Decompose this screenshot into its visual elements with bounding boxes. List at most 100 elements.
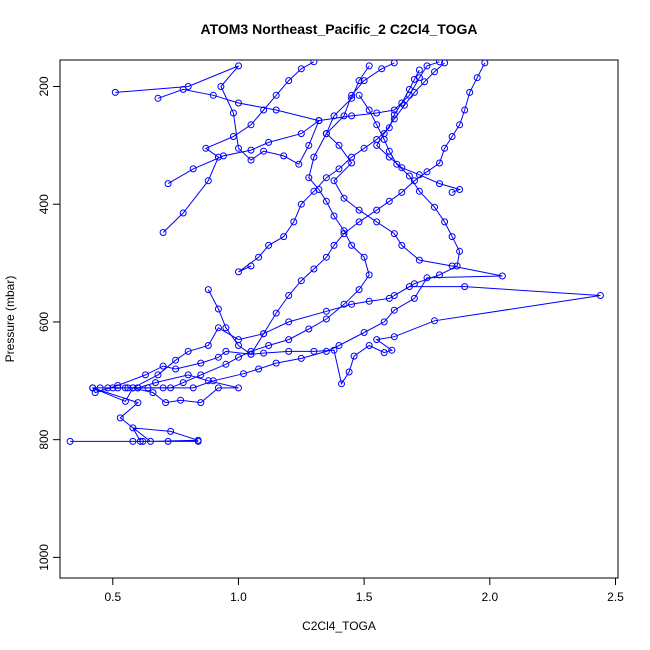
data-point bbox=[355, 218, 363, 226]
data-point bbox=[335, 165, 343, 173]
data-point bbox=[272, 359, 280, 367]
data-point bbox=[116, 414, 124, 422]
data-point bbox=[114, 384, 122, 392]
data-point bbox=[197, 359, 205, 367]
data-point bbox=[405, 85, 413, 93]
data-point bbox=[204, 177, 212, 185]
data-point bbox=[272, 309, 280, 317]
data-point bbox=[159, 362, 167, 370]
data-point bbox=[322, 197, 330, 205]
data-point bbox=[360, 144, 368, 152]
data-point bbox=[390, 115, 398, 123]
data-point bbox=[247, 156, 255, 164]
y-axis-label: Pressure (mbar) bbox=[3, 276, 17, 363]
y-tick-label: 1000 bbox=[37, 544, 51, 571]
data-point bbox=[240, 370, 247, 378]
data-point bbox=[167, 427, 175, 435]
data-point bbox=[448, 133, 456, 140]
data-point bbox=[219, 152, 227, 160]
data-point bbox=[340, 194, 348, 202]
data-point bbox=[194, 436, 202, 444]
data-point bbox=[380, 318, 388, 326]
data-point bbox=[66, 437, 74, 445]
data-point bbox=[466, 88, 474, 96]
data-point bbox=[456, 186, 464, 193]
data-point bbox=[184, 371, 192, 379]
data-point bbox=[297, 200, 305, 208]
data-point bbox=[421, 78, 428, 86]
data-point bbox=[431, 317, 438, 325]
data-point bbox=[189, 384, 197, 392]
data-point bbox=[340, 112, 348, 120]
x-tick-label: 2.0 bbox=[481, 590, 498, 604]
data-point bbox=[280, 233, 288, 241]
data-point bbox=[448, 233, 456, 241]
data-point bbox=[385, 294, 393, 302]
data-point bbox=[390, 292, 398, 299]
plot-content bbox=[66, 60, 604, 445]
data-point bbox=[297, 130, 305, 138]
data-point bbox=[388, 346, 396, 354]
data-point bbox=[461, 106, 469, 114]
data-point bbox=[260, 106, 268, 114]
data-point bbox=[322, 174, 330, 182]
data-point bbox=[247, 146, 255, 154]
data-point bbox=[214, 384, 222, 392]
data-point bbox=[355, 77, 363, 85]
data-point bbox=[436, 180, 443, 188]
data-point bbox=[96, 384, 104, 392]
data-point bbox=[167, 384, 175, 392]
data-point bbox=[596, 292, 604, 299]
data-point bbox=[179, 209, 187, 217]
data-point bbox=[355, 91, 363, 99]
data-point bbox=[380, 130, 388, 138]
data-point bbox=[260, 330, 268, 338]
data-point bbox=[348, 94, 356, 102]
data-point bbox=[247, 350, 255, 358]
data-point bbox=[345, 368, 353, 376]
y-tick-label: 200 bbox=[37, 76, 51, 96]
data-point bbox=[322, 253, 330, 261]
data-point bbox=[260, 147, 268, 155]
data-point bbox=[310, 265, 318, 273]
data-point bbox=[373, 141, 381, 149]
data-point bbox=[498, 272, 506, 280]
y-tick-label: 800 bbox=[37, 429, 51, 449]
data-point bbox=[393, 160, 401, 168]
data-point bbox=[142, 371, 149, 379]
data-point bbox=[340, 300, 348, 308]
data-point bbox=[144, 384, 152, 392]
data-point bbox=[365, 342, 373, 349]
data-point bbox=[330, 212, 338, 220]
data-point bbox=[360, 77, 368, 85]
data-point bbox=[385, 153, 393, 161]
data-point bbox=[136, 437, 144, 445]
data-point bbox=[315, 117, 323, 125]
data-point bbox=[441, 144, 449, 152]
data-point bbox=[415, 171, 423, 179]
data-point bbox=[255, 365, 263, 373]
data-point bbox=[154, 371, 162, 379]
data-point bbox=[415, 74, 423, 82]
data-point bbox=[453, 262, 461, 270]
data-point bbox=[265, 342, 273, 349]
data-point bbox=[431, 203, 438, 211]
x-axis-label: C2Cl4_TOGA bbox=[302, 619, 376, 633]
data-point bbox=[209, 377, 217, 385]
data-point bbox=[235, 342, 242, 349]
data-point bbox=[214, 353, 222, 361]
data-point bbox=[348, 300, 356, 308]
data-point bbox=[260, 349, 268, 357]
data-point bbox=[378, 65, 386, 73]
chart-title: ATOM3 Northeast_Pacific_2 C2Cl4_TOGA bbox=[201, 21, 478, 37]
data-point bbox=[109, 384, 117, 392]
data-point bbox=[134, 399, 142, 407]
data-point bbox=[214, 324, 222, 332]
data-point bbox=[305, 325, 313, 333]
x-tick-label: 1.5 bbox=[356, 590, 373, 604]
data-point bbox=[473, 74, 481, 82]
data-point bbox=[436, 60, 443, 66]
x-axis: 0.5 1.0 1.5 2.0 2.5 bbox=[104, 577, 624, 604]
data-point bbox=[172, 356, 180, 364]
